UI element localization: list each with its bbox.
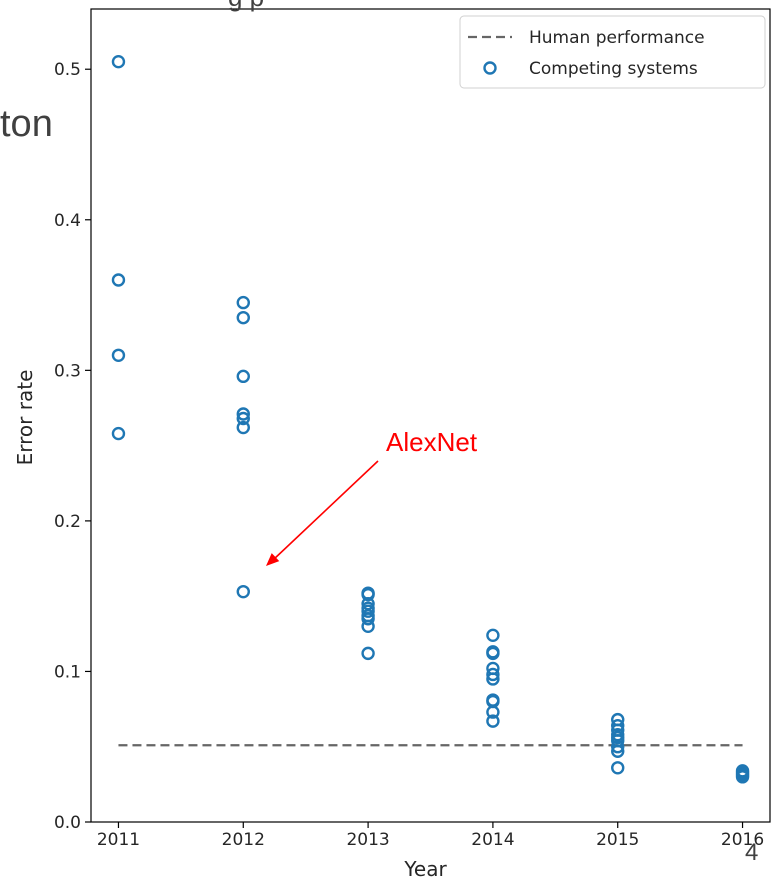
axes: 0.0 0.1 0.2 0.3 0.4 0.5 2011 2012 2013 2014 2015 20… xyxy=(13,8,771,880)
alexnet-arrow-head xyxy=(266,553,280,566)
data-point xyxy=(486,628,500,643)
y-tick-label: 0.4 xyxy=(54,211,81,231)
y-tick-label: 0.5 xyxy=(54,60,81,80)
data-point xyxy=(111,348,126,362)
data-point xyxy=(486,672,500,686)
legend-marker-swatch xyxy=(483,61,497,75)
slide-overlay: g p ton 4 xyxy=(0,0,758,866)
x-tick-label: 2011 xyxy=(97,830,140,850)
data-point xyxy=(611,744,625,758)
legend-entry-label: Human performance xyxy=(529,28,705,48)
data-point xyxy=(486,705,500,719)
legend-entry-label: Competing systems xyxy=(529,59,698,79)
x-tick-label: 2012 xyxy=(222,830,265,850)
legend-box xyxy=(459,15,766,89)
x-axis-label: Year xyxy=(403,857,447,880)
legend: Human performance Competing systems xyxy=(459,15,766,89)
data-point xyxy=(611,740,625,754)
axes-frame xyxy=(90,8,771,823)
plot-area xyxy=(111,54,750,784)
data-point xyxy=(486,714,500,728)
data-point xyxy=(236,369,250,384)
slide-title-fragment: g p xyxy=(228,0,264,12)
x-tick-label: 2013 xyxy=(346,830,389,850)
data-point xyxy=(236,310,250,325)
slide-side-text-fragment: ton xyxy=(0,103,53,145)
data-point xyxy=(735,770,750,784)
y-tick-label: 0.2 xyxy=(54,512,81,532)
data-point xyxy=(361,587,375,602)
alexnet-arrow-line xyxy=(272,460,379,561)
data-point xyxy=(486,667,500,682)
y-axis-label: Error rate xyxy=(13,370,37,466)
y-tick-label: 0.0 xyxy=(54,813,81,833)
data-point xyxy=(111,426,126,441)
y-tick-label: 0.1 xyxy=(54,662,81,682)
data-point xyxy=(236,584,250,599)
data-point xyxy=(236,407,250,421)
data-point xyxy=(361,646,375,661)
y-tick-label: 0.3 xyxy=(54,361,81,381)
alexnet-annotation-label: AlexNet xyxy=(386,427,478,457)
data-point xyxy=(236,411,250,426)
data-point xyxy=(111,273,126,287)
x-tick-label: 2015 xyxy=(596,830,639,850)
data-point xyxy=(486,646,500,661)
data-point xyxy=(361,612,375,626)
data-point xyxy=(236,295,250,310)
data-point xyxy=(236,420,250,435)
data-point xyxy=(361,604,375,618)
annotations: AlexNet xyxy=(266,427,478,566)
x-tick-label: 2014 xyxy=(471,830,514,850)
slide-page-number: 4 xyxy=(745,839,758,866)
data-point xyxy=(361,619,375,633)
x-tick-label: 2016 xyxy=(721,830,764,850)
data-point xyxy=(111,54,126,69)
data-point xyxy=(611,761,625,775)
